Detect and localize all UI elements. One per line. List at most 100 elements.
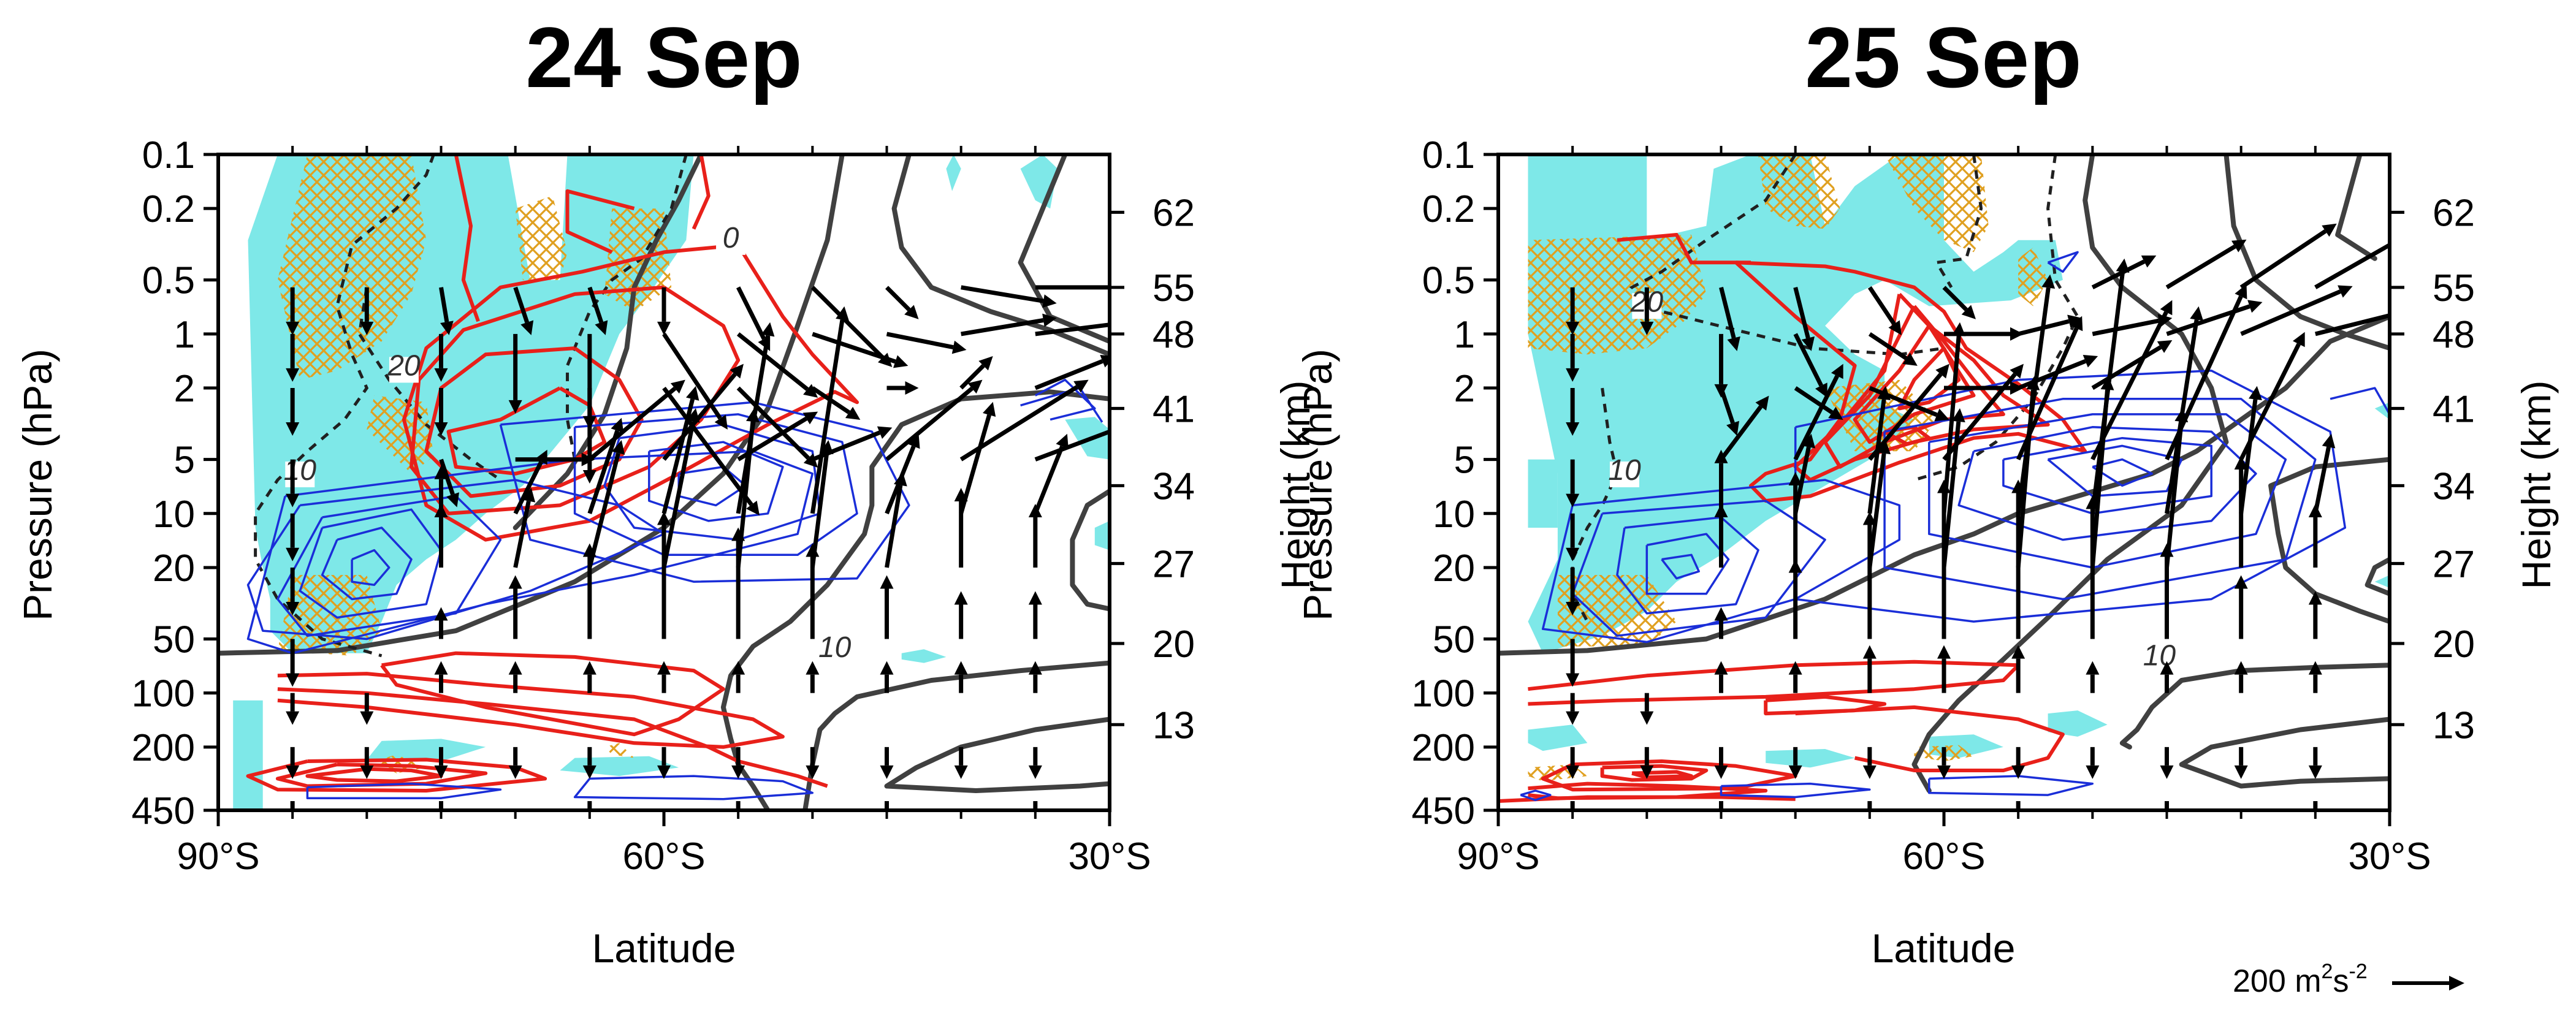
positive-contour bbox=[1631, 770, 1693, 780]
positive-contour bbox=[565, 189, 635, 254]
flux-vector bbox=[1719, 405, 1763, 461]
y-tick-label: 0.2 bbox=[142, 188, 195, 230]
flux-vector bbox=[1868, 332, 1908, 360]
flux-vector-head bbox=[2234, 765, 2248, 779]
flux-vector-head bbox=[657, 321, 671, 335]
flux-vector bbox=[1719, 387, 1735, 424]
flux-vector-head bbox=[1714, 661, 1728, 675]
hatched-region bbox=[1758, 154, 1840, 229]
zonal-wind-line bbox=[1498, 314, 2390, 656]
y-right-tick-label: 27 bbox=[2433, 543, 2475, 585]
flux-vector bbox=[2092, 318, 2160, 336]
x-tick-label: 90°S bbox=[177, 835, 259, 878]
flux-vector bbox=[961, 318, 1044, 336]
flux-vector bbox=[1869, 386, 1938, 417]
flux-vector-head bbox=[1788, 765, 1802, 779]
negative-contour bbox=[1883, 398, 2317, 601]
flux-vector-head bbox=[978, 356, 993, 371]
flux-vector-head bbox=[434, 368, 448, 382]
y-tick-label: 200 bbox=[1412, 727, 1475, 769]
flux-vector bbox=[1942, 335, 1961, 514]
y-tick-label: 50 bbox=[153, 619, 195, 661]
flux-vector-head bbox=[522, 487, 536, 503]
flux-vector-head bbox=[1640, 711, 1654, 725]
flux-vector-head bbox=[731, 527, 745, 541]
flux-vector bbox=[661, 420, 696, 568]
flux-vector-head bbox=[595, 320, 608, 335]
negative-contour bbox=[573, 775, 814, 800]
x-axis-ticks: 90°S 60°S 30°S bbox=[177, 146, 1151, 878]
flux-vector-head bbox=[1715, 819, 1728, 833]
flux-vector-head bbox=[1863, 819, 1877, 833]
flux-vector-head bbox=[2247, 300, 2263, 313]
flux-vector-head bbox=[360, 711, 374, 725]
flux-vector bbox=[662, 373, 737, 461]
flux-vector bbox=[736, 332, 809, 391]
flux-vector-head bbox=[508, 661, 522, 675]
flux-vector bbox=[2314, 242, 2390, 289]
y-axis-left-ticks: 0.1 0.2 0.5 1 2 5 10 20 50 100 200 450 bbox=[132, 134, 218, 832]
flux-vector-head bbox=[670, 379, 685, 394]
y-right-tick-label: 13 bbox=[1153, 704, 1195, 747]
flux-vector-head bbox=[360, 765, 374, 779]
positive-contour bbox=[277, 687, 828, 788]
flux-vector-head bbox=[1862, 765, 1877, 779]
contour-label-bg bbox=[820, 638, 850, 664]
zonal-wind-contours bbox=[1498, 154, 2390, 793]
zonal-wind-line bbox=[720, 389, 1110, 810]
flux-vector-head bbox=[582, 765, 596, 779]
panel-24-sep: 24 Sep 0 20 10 10 90°S 60°S 30°S 0.1 0.2 0.5 1 2 5… bbox=[15, 9, 1318, 971]
flux-vector bbox=[1719, 286, 1736, 339]
contour-label: 10 bbox=[1608, 454, 1641, 487]
flux-vector-head bbox=[1566, 547, 1580, 561]
flux-vector-head bbox=[2083, 355, 2098, 368]
flux-vector-head bbox=[2308, 591, 2322, 605]
flux-vector-head bbox=[1714, 607, 1728, 621]
flux-vector-head bbox=[954, 487, 968, 501]
flux-vector bbox=[885, 387, 974, 462]
negative-contour bbox=[1520, 789, 1552, 802]
negative-contour bbox=[1794, 369, 2347, 623]
positive-contour bbox=[305, 767, 443, 783]
flux-vector bbox=[2091, 259, 2146, 289]
flux-vector bbox=[2313, 446, 2331, 514]
flux-vector-head bbox=[434, 765, 448, 779]
flux-vector-head bbox=[1902, 352, 1918, 366]
negative-contour bbox=[1541, 479, 1901, 644]
y-tick-label: 0.1 bbox=[1422, 134, 1475, 177]
x-tick-label: 90°S bbox=[1457, 835, 1539, 878]
flux-vector bbox=[513, 460, 543, 515]
reference-vector-legend: 200 m2s-2 bbox=[2233, 960, 2464, 999]
flux-vector bbox=[513, 286, 530, 324]
flux-vector-head bbox=[508, 765, 522, 779]
flux-vector-head bbox=[1714, 503, 1728, 517]
zonal-wind-line bbox=[891, 154, 1110, 357]
y-tick-label: 2 bbox=[1454, 368, 1475, 410]
flux-vector-head bbox=[1028, 765, 1042, 779]
flux-vector bbox=[1035, 322, 1110, 336]
y-tick-label: 50 bbox=[1433, 619, 1475, 661]
flux-vector bbox=[2314, 313, 2390, 336]
zonal-wind-line bbox=[513, 154, 704, 530]
flux-vector bbox=[959, 414, 991, 514]
positive-contour bbox=[277, 672, 785, 749]
flux-vector-head bbox=[611, 417, 624, 433]
flux-vector-head bbox=[803, 384, 818, 398]
flux-vector-head bbox=[2041, 274, 2056, 289]
flux-vector-head bbox=[1028, 591, 1042, 605]
negative-contour bbox=[1034, 378, 1096, 421]
flux-vector bbox=[662, 386, 753, 506]
y-right-tick-label: 41 bbox=[2433, 388, 2475, 430]
negative-contour bbox=[1645, 533, 1730, 595]
flux-vector-head bbox=[1714, 765, 1728, 779]
hatched-region bbox=[604, 743, 634, 758]
flux-vector-head bbox=[611, 439, 625, 455]
negative-contour bbox=[1928, 775, 2094, 796]
positive-contour bbox=[1498, 795, 1796, 803]
flux-vector-head bbox=[1566, 368, 1580, 382]
flux-vector-head bbox=[1937, 645, 1951, 659]
contour-label: 0 bbox=[723, 222, 739, 254]
flux-vector bbox=[812, 332, 896, 364]
flux-vector bbox=[2166, 304, 2250, 336]
